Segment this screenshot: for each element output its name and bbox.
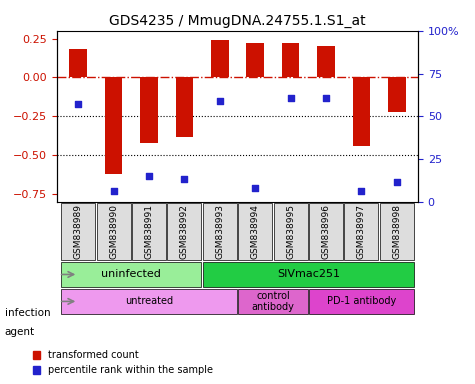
Legend: transformed count, percentile rank within the sample: transformed count, percentile rank withi… [28, 346, 217, 379]
FancyBboxPatch shape [344, 204, 379, 260]
FancyBboxPatch shape [61, 262, 201, 286]
Text: GSM838997: GSM838997 [357, 204, 366, 259]
Point [75, 101, 82, 107]
Point [393, 179, 400, 185]
Text: GSM838992: GSM838992 [180, 204, 189, 259]
Text: GSM838996: GSM838996 [322, 204, 331, 259]
Bar [140, 78, 158, 143]
FancyBboxPatch shape [96, 204, 131, 260]
Point [322, 95, 330, 101]
Text: GSM838990: GSM838990 [109, 204, 118, 259]
Point [180, 176, 188, 182]
FancyBboxPatch shape [132, 204, 166, 260]
Text: agent: agent [5, 327, 35, 337]
FancyBboxPatch shape [380, 204, 414, 260]
FancyBboxPatch shape [309, 289, 414, 313]
FancyBboxPatch shape [274, 204, 308, 260]
Text: GSM838989: GSM838989 [74, 204, 83, 259]
Point [251, 185, 259, 191]
Text: uninfected: uninfected [101, 270, 161, 280]
Text: GSM838995: GSM838995 [286, 204, 295, 259]
Text: SIVmac251: SIVmac251 [277, 270, 340, 280]
Text: untreated: untreated [125, 296, 173, 306]
Text: GSM838993: GSM838993 [215, 204, 224, 259]
Point [358, 188, 365, 194]
Text: GSM838991: GSM838991 [144, 204, 153, 259]
Text: GSM838994: GSM838994 [251, 204, 260, 259]
Point [110, 188, 117, 194]
FancyBboxPatch shape [167, 204, 201, 260]
Point [287, 95, 294, 101]
Point [216, 98, 224, 104]
FancyBboxPatch shape [238, 204, 272, 260]
Bar [211, 40, 228, 78]
FancyBboxPatch shape [203, 204, 237, 260]
FancyBboxPatch shape [238, 289, 308, 313]
Bar [282, 43, 299, 78]
Text: infection: infection [5, 308, 50, 318]
Bar [69, 50, 87, 78]
FancyBboxPatch shape [61, 204, 95, 260]
Bar [247, 43, 264, 78]
Text: control
antibody: control antibody [251, 291, 294, 312]
Title: GDS4235 / MmugDNA.24755.1.S1_at: GDS4235 / MmugDNA.24755.1.S1_at [109, 14, 366, 28]
Bar [176, 78, 193, 137]
FancyBboxPatch shape [309, 204, 343, 260]
Text: PD-1 antibody: PD-1 antibody [327, 296, 396, 306]
FancyBboxPatch shape [61, 289, 237, 313]
Point [145, 173, 153, 179]
Bar [317, 46, 335, 78]
Bar [352, 78, 370, 146]
Bar [388, 78, 406, 112]
Text: GSM838998: GSM838998 [392, 204, 401, 259]
FancyBboxPatch shape [203, 262, 414, 286]
Bar [105, 78, 123, 174]
